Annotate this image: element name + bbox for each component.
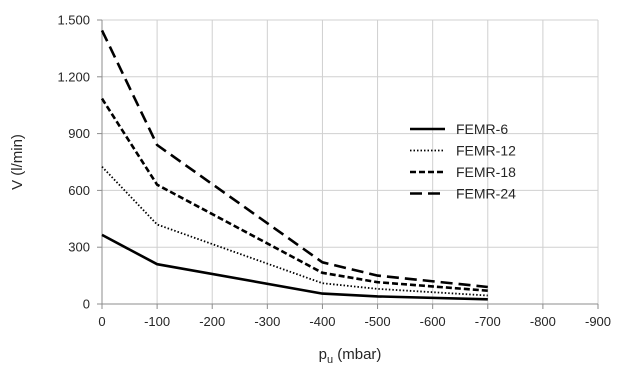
tick-labels: 0 -100 -200 -300 -400 -500 -600 -700 -800 -900 0 30… — [57, 13, 611, 330]
x-tick-label: -900 — [585, 314, 611, 329]
x-axis-title-subscript: u — [327, 354, 333, 366]
data-series — [100, 29, 488, 301]
series-line-femr-18 — [100, 97, 488, 292]
grid-lines — [102, 19, 599, 304]
y-tick-label: 900 — [68, 126, 90, 141]
y-tick-label: 1.200 — [57, 69, 90, 84]
legend-label-femr-24: FEMR-24 — [456, 186, 516, 202]
axes — [97, 19, 599, 309]
y-axis-title: V (l/min) — [9, 134, 26, 190]
legend-label-femr-12: FEMR-12 — [456, 143, 516, 159]
x-tick-label: 0 — [98, 314, 105, 329]
x-axis-title: pu (mbar) — [319, 346, 382, 366]
x-tick-label: -700 — [475, 314, 501, 329]
series-line-femr-24 — [100, 29, 488, 289]
x-axis-title-unit: (mbar) — [333, 346, 381, 363]
x-tick-label: -800 — [530, 314, 556, 329]
x-tick-label: -200 — [199, 314, 225, 329]
legend: FEMR-6 FEMR-12 FEMR-18 FEMR-24 — [410, 121, 516, 202]
legend-label-femr-18: FEMR-18 — [456, 164, 516, 180]
y-tick-label: 0 — [83, 297, 90, 312]
y-tick-label: 1.500 — [57, 13, 90, 28]
legend-label-femr-6: FEMR-6 — [456, 121, 508, 137]
x-tick-label: -600 — [420, 314, 446, 329]
series-line-femr-6 — [101, 233, 488, 301]
x-axis-title-main: p — [319, 346, 327, 363]
x-tick-label: -500 — [365, 314, 391, 329]
x-tick-label: -400 — [309, 314, 335, 329]
x-tick-label: -100 — [144, 314, 170, 329]
x-tick-label: -300 — [254, 314, 280, 329]
y-tick-label: 600 — [68, 183, 90, 198]
y-tick-label: 300 — [68, 240, 90, 255]
series-line-femr-12 — [101, 166, 488, 297]
